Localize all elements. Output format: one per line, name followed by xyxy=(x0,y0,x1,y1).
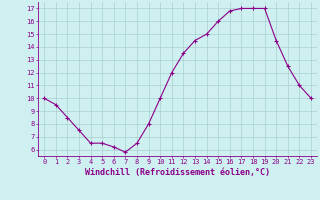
X-axis label: Windchill (Refroidissement éolien,°C): Windchill (Refroidissement éolien,°C) xyxy=(85,168,270,177)
